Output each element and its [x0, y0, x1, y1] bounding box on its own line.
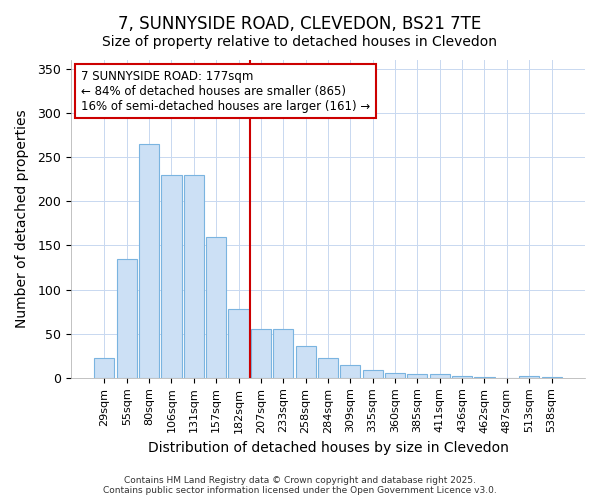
- Bar: [385, 374, 405, 378]
- Bar: [452, 376, 472, 378]
- Text: 7 SUNNYSIDE ROAD: 177sqm
← 84% of detached houses are smaller (865)
16% of semi-: 7 SUNNYSIDE ROAD: 177sqm ← 84% of detach…: [81, 70, 370, 112]
- Bar: [94, 358, 115, 378]
- Bar: [407, 374, 427, 378]
- Bar: [362, 370, 383, 378]
- Bar: [542, 377, 562, 378]
- Bar: [206, 238, 226, 378]
- Text: Size of property relative to detached houses in Clevedon: Size of property relative to detached ho…: [103, 35, 497, 49]
- Bar: [296, 346, 316, 378]
- Bar: [430, 374, 450, 378]
- Bar: [184, 175, 204, 378]
- Bar: [475, 377, 494, 378]
- Bar: [340, 366, 361, 378]
- Bar: [251, 330, 271, 378]
- Bar: [273, 330, 293, 378]
- Bar: [139, 144, 159, 378]
- Bar: [161, 175, 182, 378]
- Bar: [318, 358, 338, 378]
- X-axis label: Distribution of detached houses by size in Clevedon: Distribution of detached houses by size …: [148, 441, 508, 455]
- Bar: [229, 309, 248, 378]
- Bar: [519, 376, 539, 378]
- Text: 7, SUNNYSIDE ROAD, CLEVEDON, BS21 7TE: 7, SUNNYSIDE ROAD, CLEVEDON, BS21 7TE: [118, 15, 482, 33]
- Y-axis label: Number of detached properties: Number of detached properties: [15, 110, 29, 328]
- Bar: [116, 258, 137, 378]
- Text: Contains HM Land Registry data © Crown copyright and database right 2025.
Contai: Contains HM Land Registry data © Crown c…: [103, 476, 497, 495]
